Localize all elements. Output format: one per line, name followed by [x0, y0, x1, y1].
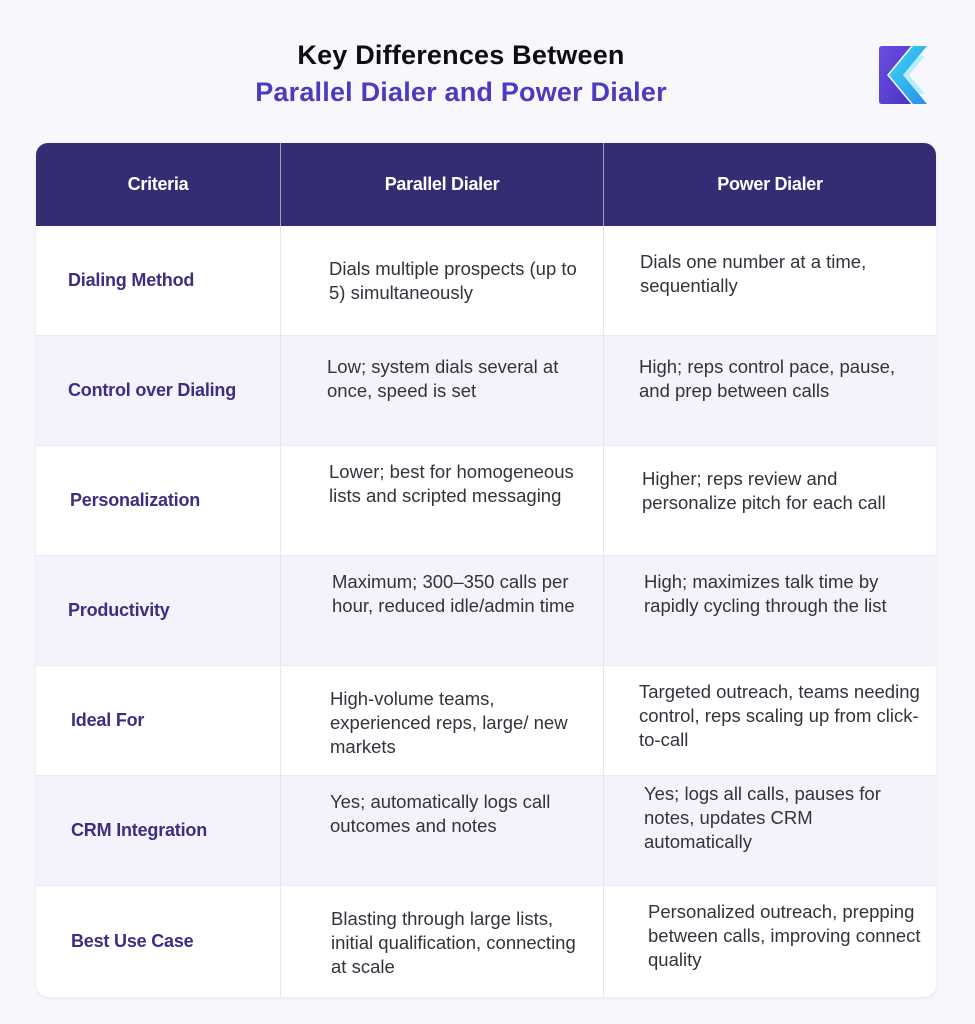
power-dialer-cell: Targeted outreach, teams needing control…: [639, 681, 920, 750]
criteria-cell: Ideal For: [36, 666, 281, 775]
criteria-cell: CRM Integration: [36, 776, 281, 885]
criteria-cell: Best Use Case: [36, 886, 281, 996]
table-row: Dialing Method Dials multiple prospects …: [36, 226, 936, 336]
criteria-cell: Control over Dialing: [36, 336, 281, 445]
column-header-parallel-dialer: Parallel Dialer: [281, 143, 604, 226]
power-dialer-cell: Higher; reps review and personalize pitc…: [642, 468, 886, 513]
table-row: Ideal For High-volume teams, experienced…: [36, 666, 936, 776]
table-row: Best Use Case Blasting through large lis…: [36, 886, 936, 996]
page-title-block: Key Differences Between Parallel Dialer …: [0, 36, 922, 110]
table-row: Personalization Lower; best for homogene…: [36, 446, 936, 556]
power-dialer-cell: High; reps control pace, pause, and prep…: [639, 356, 896, 401]
parallel-dialer-cell: Low; system dials several at once, speed…: [281, 336, 604, 445]
column-header-power-dialer: Power Dialer: [717, 174, 823, 194]
page-subtitle: Parallel Dialer and Power Dialer: [255, 77, 667, 107]
criteria-cell: Personalization: [36, 446, 281, 555]
parallel-dialer-cell: Maximum; 300–350 calls per hour, reduced…: [281, 556, 604, 665]
parallel-dialer-cell: Lower; best for homogeneous lists and sc…: [281, 446, 604, 555]
page-title: Key Differences Between: [297, 40, 625, 70]
column-header-criteria: Criteria: [36, 143, 281, 226]
table-header-row: Criteria Parallel Dialer Power Dialer: [36, 143, 936, 226]
power-dialer-cell: Yes; logs all calls, pauses for notes, u…: [644, 783, 881, 852]
power-dialer-cell: Dials one number at a time, sequentially: [640, 251, 867, 296]
criteria-cell: Dialing Method: [36, 226, 281, 335]
brand-logo-icon: [879, 46, 927, 104]
power-dialer-cell: Personalized outreach, prepping between …: [648, 901, 921, 970]
parallel-dialer-cell: Dials multiple prospects (up to 5) simul…: [281, 226, 604, 335]
table-row: Control over Dialing Low; system dials s…: [36, 336, 936, 446]
table-row: CRM Integration Yes; automatically logs …: [36, 776, 936, 886]
comparison-table: Criteria Parallel Dialer Power Dialer Di…: [36, 143, 936, 997]
table-row: Productivity Maximum; 300–350 calls per …: [36, 556, 936, 666]
parallel-dialer-cell: High-volume teams, experienced reps, lar…: [281, 666, 604, 775]
parallel-dialer-cell: Yes; automatically logs call outcomes an…: [281, 776, 604, 885]
power-dialer-cell: High; maximizes talk time by rapidly cyc…: [644, 571, 887, 616]
parallel-dialer-cell: Blasting through large lists, initial qu…: [281, 886, 604, 996]
criteria-cell: Productivity: [36, 556, 281, 665]
